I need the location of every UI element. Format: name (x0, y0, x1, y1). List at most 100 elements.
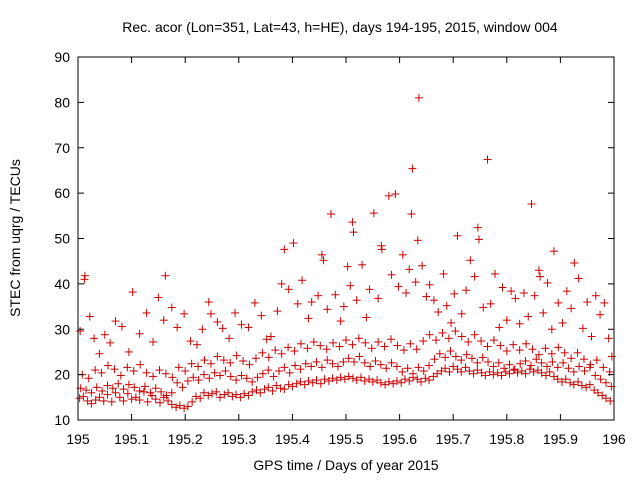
data-point (400, 375, 409, 384)
data-point (382, 364, 391, 373)
data-point (414, 363, 423, 372)
data-point (489, 362, 498, 371)
data-point (451, 352, 460, 361)
data-point (248, 387, 257, 396)
data-point (323, 305, 332, 314)
data-point (486, 299, 495, 308)
data-point (245, 360, 254, 369)
data-point (405, 265, 414, 274)
data-point (553, 375, 562, 384)
data-point (206, 359, 215, 368)
data-point (291, 361, 300, 370)
data-point (174, 363, 183, 372)
data-point (425, 361, 434, 370)
data-point (107, 397, 116, 406)
data-point (343, 262, 352, 271)
data-point (360, 376, 369, 385)
data-point (575, 362, 584, 371)
data-point (444, 334, 453, 343)
data-point (220, 390, 229, 399)
data-point (194, 376, 203, 385)
data-point (425, 376, 434, 385)
data-point (336, 373, 345, 382)
data-point (200, 356, 209, 365)
data-point (326, 209, 335, 218)
data-point (242, 374, 251, 383)
data-point (236, 393, 245, 402)
data-point (541, 344, 550, 353)
data-point (494, 358, 503, 367)
data-point (288, 382, 297, 391)
data-point (554, 343, 563, 352)
data-point (103, 381, 112, 390)
data-point (387, 335, 396, 344)
data-point (135, 386, 144, 395)
y-tick-label: 10 (54, 412, 70, 428)
data-point (272, 381, 281, 390)
data-point (604, 334, 613, 343)
data-point (256, 388, 265, 397)
data-point (333, 362, 342, 371)
data-point (398, 367, 407, 376)
data-point (497, 371, 506, 380)
data-point (462, 286, 471, 295)
data-point (232, 390, 241, 399)
data-point (273, 307, 282, 316)
data-point (167, 388, 176, 397)
data-point (280, 385, 289, 394)
data-point (587, 332, 596, 341)
data-point (465, 366, 474, 375)
data-point (322, 345, 331, 354)
data-point (221, 366, 230, 375)
data-point (253, 373, 262, 382)
data-point (189, 373, 198, 382)
data-point (596, 310, 605, 319)
data-point (157, 387, 166, 396)
x-tick-label: 195.7 (436, 431, 471, 447)
data-point (498, 283, 507, 292)
data-point (366, 362, 375, 371)
data-point (477, 337, 486, 346)
data-point (583, 298, 592, 307)
data-point (377, 241, 386, 250)
data-point (547, 349, 556, 358)
data-point (257, 311, 266, 320)
data-point (384, 377, 393, 386)
data-point (593, 388, 602, 397)
data-point (600, 298, 609, 307)
data-point (474, 235, 483, 244)
data-point (285, 368, 294, 377)
data-point (251, 354, 260, 363)
data-point (384, 191, 393, 200)
data-point (183, 376, 192, 385)
data-point (219, 356, 228, 365)
data-point (507, 287, 516, 296)
data-point (473, 366, 482, 375)
data-point (607, 352, 616, 361)
data-point (529, 367, 538, 376)
data-point (592, 356, 601, 365)
points-layer (75, 93, 616, 413)
data-point (135, 396, 144, 405)
data-point (167, 400, 176, 409)
data-point (411, 278, 420, 287)
data-point (412, 345, 421, 354)
data-point (264, 353, 273, 362)
data-point (421, 374, 430, 383)
x-tick-label: 196 (602, 431, 626, 447)
data-point (500, 364, 509, 373)
data-point (461, 363, 470, 372)
data-point (387, 358, 396, 367)
data-point (161, 369, 170, 378)
data-point (317, 363, 326, 372)
data-point (570, 259, 579, 268)
data-point (442, 301, 451, 310)
data-point (198, 325, 207, 334)
data-point (574, 274, 583, 283)
data-point (357, 373, 366, 382)
data-point (466, 256, 475, 265)
data-point (376, 378, 385, 387)
data-point (290, 347, 299, 356)
data-point (355, 352, 364, 361)
data-point (591, 371, 600, 380)
